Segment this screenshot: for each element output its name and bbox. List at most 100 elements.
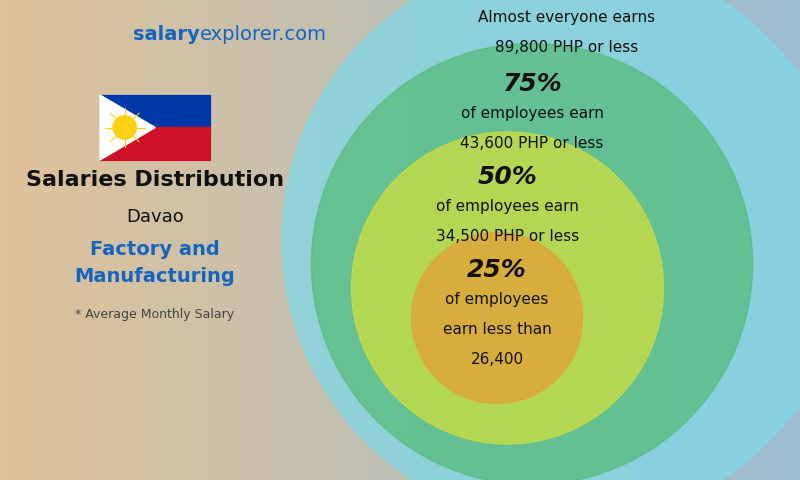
Text: 75%: 75% bbox=[502, 72, 562, 96]
Bar bbox=[230, 0, 240, 480]
Bar bbox=[120, 0, 130, 480]
Text: 25%: 25% bbox=[467, 258, 527, 282]
Bar bbox=[480, 0, 490, 480]
Bar bbox=[530, 0, 540, 480]
Bar bbox=[600, 0, 610, 480]
Bar bbox=[280, 0, 290, 480]
Text: 34,500 PHP or less: 34,500 PHP or less bbox=[436, 229, 579, 244]
Bar bbox=[90, 0, 100, 480]
Bar bbox=[240, 0, 250, 480]
Text: explorer.com: explorer.com bbox=[200, 25, 327, 44]
Bar bbox=[10, 0, 20, 480]
Bar bbox=[560, 0, 570, 480]
Bar bbox=[500, 0, 510, 480]
Bar bbox=[460, 0, 470, 480]
Text: Davao: Davao bbox=[126, 208, 184, 226]
Circle shape bbox=[113, 116, 136, 139]
Bar bbox=[140, 0, 150, 480]
Bar bbox=[790, 0, 800, 480]
Bar bbox=[70, 0, 80, 480]
Text: of employees earn: of employees earn bbox=[461, 106, 603, 121]
Bar bbox=[490, 0, 500, 480]
Bar bbox=[580, 0, 590, 480]
Bar bbox=[100, 95, 210, 160]
Bar bbox=[570, 0, 580, 480]
Bar bbox=[430, 0, 440, 480]
Bar bbox=[0, 0, 10, 480]
Bar bbox=[720, 0, 730, 480]
Bar bbox=[200, 0, 210, 480]
Bar bbox=[730, 0, 740, 480]
Bar bbox=[130, 0, 140, 480]
Text: 50%: 50% bbox=[478, 165, 538, 189]
Bar bbox=[510, 0, 520, 480]
Bar bbox=[340, 0, 350, 480]
Bar bbox=[330, 0, 340, 480]
Text: of employees earn: of employees earn bbox=[436, 199, 579, 214]
Bar bbox=[190, 0, 200, 480]
Bar bbox=[410, 0, 420, 480]
Bar bbox=[370, 0, 380, 480]
Bar bbox=[550, 0, 560, 480]
Bar bbox=[400, 0, 410, 480]
Bar bbox=[250, 0, 260, 480]
Bar bbox=[540, 0, 550, 480]
Bar bbox=[260, 0, 270, 480]
Bar bbox=[170, 0, 180, 480]
Text: earn less than: earn less than bbox=[442, 322, 551, 337]
Text: Almost everyone earns: Almost everyone earns bbox=[478, 10, 655, 25]
Bar bbox=[180, 0, 190, 480]
Polygon shape bbox=[100, 95, 155, 160]
Bar bbox=[680, 0, 690, 480]
Bar bbox=[690, 0, 700, 480]
Text: * Average Monthly Salary: * Average Monthly Salary bbox=[75, 308, 234, 321]
Bar bbox=[310, 0, 320, 480]
Bar bbox=[660, 0, 670, 480]
Bar bbox=[380, 0, 390, 480]
Bar bbox=[60, 0, 70, 480]
Bar bbox=[320, 0, 330, 480]
Bar bbox=[750, 0, 760, 480]
Bar bbox=[700, 0, 710, 480]
Bar bbox=[770, 0, 780, 480]
Bar bbox=[110, 0, 120, 480]
Bar bbox=[210, 0, 220, 480]
Bar bbox=[710, 0, 720, 480]
Bar bbox=[50, 0, 60, 480]
Bar bbox=[440, 0, 450, 480]
Bar bbox=[160, 0, 170, 480]
Circle shape bbox=[282, 0, 800, 480]
Bar bbox=[650, 0, 660, 480]
Text: of employees: of employees bbox=[446, 292, 549, 307]
Text: salary: salary bbox=[134, 25, 200, 44]
Text: 89,800 PHP or less: 89,800 PHP or less bbox=[495, 40, 638, 55]
Text: 26,400: 26,400 bbox=[470, 352, 523, 367]
Bar bbox=[620, 0, 630, 480]
Bar bbox=[80, 0, 90, 480]
Bar bbox=[360, 0, 370, 480]
Bar bbox=[740, 0, 750, 480]
Bar bbox=[20, 0, 30, 480]
Bar bbox=[150, 0, 160, 480]
Text: 43,600 PHP or less: 43,600 PHP or less bbox=[460, 136, 604, 151]
Text: Factory and
Manufacturing: Factory and Manufacturing bbox=[74, 240, 235, 286]
Bar bbox=[290, 0, 300, 480]
Circle shape bbox=[351, 132, 663, 444]
Bar bbox=[40, 0, 50, 480]
Bar bbox=[350, 0, 360, 480]
Bar bbox=[520, 0, 530, 480]
Bar bbox=[420, 0, 430, 480]
Bar bbox=[100, 95, 210, 128]
Bar bbox=[470, 0, 480, 480]
Circle shape bbox=[411, 232, 582, 404]
Bar bbox=[670, 0, 680, 480]
Bar bbox=[590, 0, 600, 480]
Bar bbox=[100, 0, 110, 480]
Bar bbox=[760, 0, 770, 480]
Bar bbox=[30, 0, 40, 480]
Bar bbox=[390, 0, 400, 480]
Bar bbox=[630, 0, 640, 480]
Bar bbox=[640, 0, 650, 480]
Bar bbox=[450, 0, 460, 480]
Text: Salaries Distribution: Salaries Distribution bbox=[26, 170, 284, 190]
